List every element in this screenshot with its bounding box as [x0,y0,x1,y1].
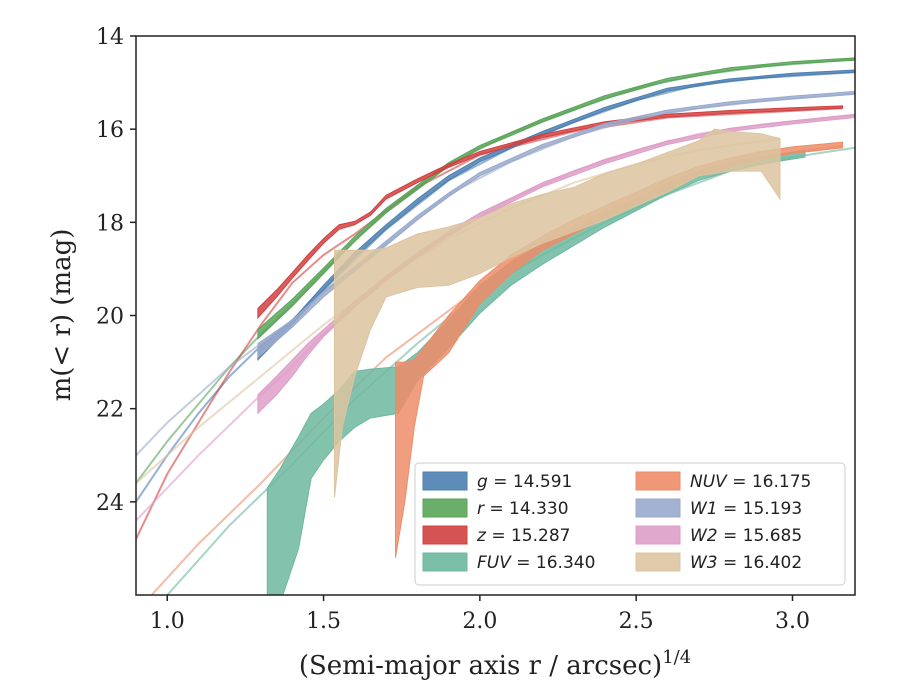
data-band-fuv [266,149,806,595]
legend-value-z: = 15.287 [486,526,571,546]
legend-label-w1: W1 = 15.193 [690,499,802,519]
x-tick-label: 3.0 [775,609,810,634]
legend-label-fuv: FUV = 16.340 [477,553,595,573]
legend-value-fuv: = 16.340 [511,553,596,573]
data-band-z [257,105,843,320]
legend-value-nuv: = 16.175 [727,472,812,492]
legend-swatch-fuv [422,552,468,572]
legend-variable-nuv: NUV [690,472,728,492]
legend-label-w2: W2 = 15.685 [690,526,802,546]
legend-variable-w1: W1 [690,499,718,519]
y-axis-ticks: 14 16 18 20 22 24 [96,25,136,516]
data-band-w3 [334,128,781,498]
y-tick-label: 20 [96,305,124,330]
legend-label-r: r = 14.330 [477,499,569,519]
legend-box [414,462,846,586]
y-axis-label: m(< r) (mag) [47,229,77,402]
legend-variable-fuv: FUV [477,553,512,573]
data-band-g [257,69,855,362]
x-tick-label: 2.0 [462,609,497,634]
legend-swatch-w1 [635,498,681,518]
data-band-nuv [395,141,843,558]
legend-swatch-w3 [635,552,681,572]
legend-swatch-w2 [635,525,681,545]
legend-value-r: = 14.330 [484,499,569,519]
legend-variable-z: z [476,526,487,546]
x-axis-label-exponent: 1/4 [662,647,691,668]
legend-swatch-r [422,498,468,518]
data-band-r [257,57,855,340]
legend-variable-w3: W3 [690,553,718,573]
legend-variable-w2: W2 [690,526,718,546]
legend-label-w3: W3 = 16.402 [690,553,802,573]
x-tick-label: 1.0 [150,609,185,634]
legend-label-z: z = 15.287 [476,526,570,546]
model-curve-w2 [136,114,855,522]
legend-swatch-z [422,525,468,545]
legend-value-w1: = 15.193 [718,499,803,519]
legend-value-w3: = 16.402 [718,553,803,573]
x-axis-label-main: (Semi-major axis r / arcsec) [299,651,662,681]
legend-value-g: = 14.591 [488,472,573,492]
y-tick-label: 24 [96,491,124,516]
x-axis-label: (Semi-major axis r / arcsec)1/4 [299,647,691,681]
legend-swatch-g [422,471,468,491]
y-tick-label: 16 [96,118,124,143]
legend-swatch-nuv [635,471,681,491]
y-tick-label: 22 [96,398,124,423]
x-axis-ticks: 1.0 1.5 2.0 2.5 3.0 [150,595,810,634]
data-bands [257,57,855,595]
x-tick-label: 1.5 [306,609,341,634]
legend-label-nuv: NUV = 16.175 [690,472,811,492]
y-tick-label: 14 [96,25,124,50]
legend-value-w2: = 15.685 [718,526,803,546]
legend-variable-g: g [477,472,488,492]
legend-label-g: g = 14.591 [477,472,572,492]
y-tick-label: 18 [96,211,124,236]
legend-variable-r: r [477,499,485,519]
x-tick-label: 2.5 [619,609,654,634]
